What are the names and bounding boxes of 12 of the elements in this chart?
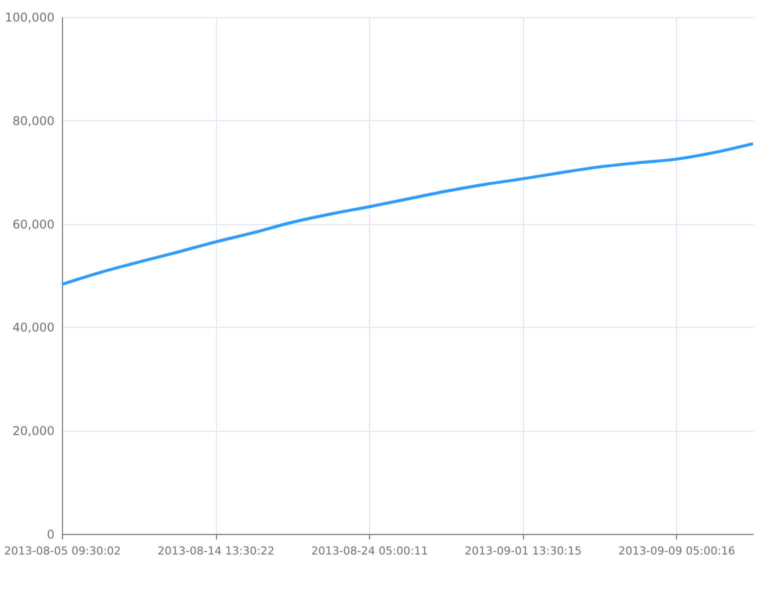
y-tick-label: 100,000	[4, 10, 54, 24]
x-tick-label: 2013-09-09 05:00:16	[618, 544, 736, 558]
x-tick-label: 2013-08-14 13:30:22	[158, 544, 274, 558]
line-series	[60, 142, 754, 286]
y-tick-label: 40,000	[12, 320, 54, 335]
x-tick-label: 2013-08-24 05:00:11	[311, 544, 428, 558]
y-tick-label: 0	[46, 528, 54, 542]
y-tick-label: 60,000	[12, 217, 54, 232]
y-tick-label: 20,000	[12, 424, 54, 438]
x-tick-label: 2013-09-01 13:30:15	[464, 544, 582, 558]
x-tick-label: 2013-08-05 09:30:02	[4, 544, 121, 558]
y-tick-label: 80,000	[12, 114, 54, 128]
